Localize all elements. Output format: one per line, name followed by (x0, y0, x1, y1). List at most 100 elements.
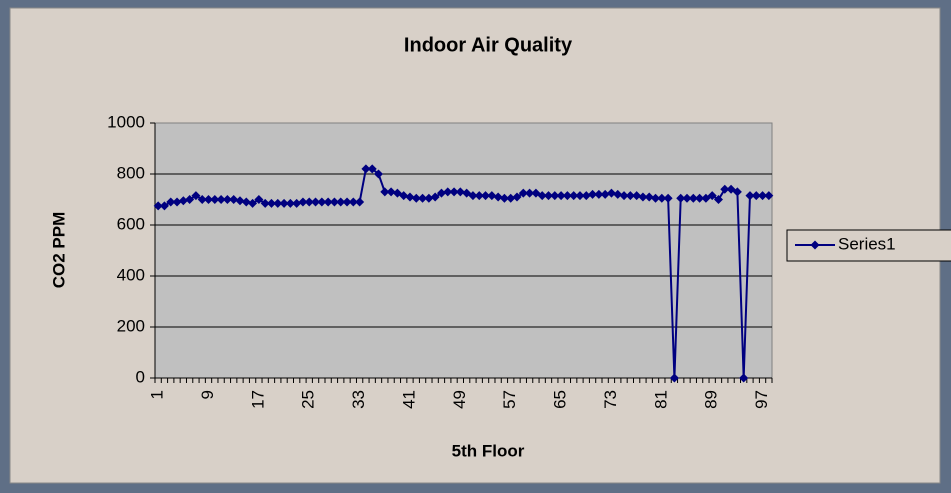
x-tick-label: 89 (702, 390, 721, 409)
data-point (222, 195, 232, 204)
data-point (669, 373, 679, 383)
data-point (732, 187, 742, 197)
data-point (374, 169, 384, 179)
data-point (178, 196, 188, 206)
data-point (493, 192, 503, 202)
data-point (713, 195, 723, 204)
data-point (241, 197, 251, 207)
data-point (474, 191, 484, 201)
data-point (468, 191, 478, 201)
data-point (260, 198, 270, 208)
data-point (418, 193, 428, 203)
x-tick-label: 25 (299, 390, 318, 409)
data-point (329, 197, 339, 207)
data-point (556, 191, 566, 201)
data-point (204, 195, 214, 204)
data-point (455, 187, 465, 197)
data-point (625, 191, 635, 201)
data-point (512, 192, 522, 202)
data-point (285, 198, 295, 208)
data-point (663, 193, 673, 203)
data-point (361, 164, 371, 174)
data-point (707, 191, 717, 201)
data-point (537, 191, 547, 201)
data-point (481, 191, 491, 201)
data-point (317, 197, 327, 207)
data-point (613, 189, 623, 199)
data-point (562, 191, 572, 201)
data-point (159, 201, 169, 211)
data-point (229, 195, 239, 204)
data-point (304, 197, 314, 207)
data-point (254, 195, 264, 204)
data-point (443, 187, 453, 197)
data-point (644, 192, 654, 202)
data-point (632, 191, 642, 201)
data-point (651, 193, 661, 203)
data-point (499, 193, 509, 203)
data-point (745, 191, 755, 201)
data-point (506, 193, 516, 203)
data-point (292, 198, 302, 208)
x-axis-label: 5th Floor (452, 441, 525, 460)
y-tick-label: 400 (117, 265, 145, 284)
data-point (172, 197, 182, 207)
data-point (153, 201, 163, 211)
x-tick-label: 49 (450, 390, 469, 409)
data-point (430, 192, 440, 202)
data-point (449, 187, 459, 197)
x-tick-label: 57 (500, 390, 519, 409)
x-tick-label: 41 (399, 390, 418, 409)
data-point (197, 195, 207, 204)
data-point (386, 187, 396, 197)
data-point (191, 191, 201, 201)
data-point (619, 191, 629, 201)
data-point (311, 197, 321, 207)
data-point (720, 184, 730, 194)
data-point (348, 197, 358, 207)
data-point (758, 191, 768, 201)
data-point (581, 191, 591, 201)
data-point (739, 373, 749, 383)
data-point (518, 188, 528, 198)
data-point (399, 191, 409, 201)
data-point (298, 197, 308, 207)
legend-marker (810, 240, 820, 250)
data-point (695, 193, 705, 203)
data-point (588, 189, 598, 199)
data-point (342, 197, 352, 207)
data-point (606, 188, 616, 198)
x-tick-label: 97 (752, 390, 771, 409)
data-point (166, 197, 176, 207)
data-point (543, 191, 553, 201)
data-point (235, 196, 245, 206)
data-point (266, 198, 276, 208)
data-point (355, 197, 365, 207)
data-point (216, 195, 226, 204)
x-tick-label: 81 (651, 390, 670, 409)
x-tick-label: 65 (551, 390, 570, 409)
x-tick-label: 9 (198, 390, 217, 399)
y-tick-label: 800 (117, 163, 145, 182)
y-tick-label: 600 (117, 214, 145, 233)
y-axis-label: CO2 PPM (49, 212, 68, 289)
x-tick-label: 33 (349, 390, 368, 409)
chart-title: Indoor Air Quality (404, 34, 573, 56)
data-point (525, 188, 535, 198)
y-tick-label: 200 (117, 316, 145, 335)
x-tick-label: 17 (248, 390, 267, 409)
data-point (436, 188, 446, 198)
data-point (657, 193, 667, 203)
data-point (688, 193, 698, 203)
data-point (336, 197, 346, 207)
data-point (279, 198, 289, 208)
data-point (380, 187, 390, 197)
data-point (600, 189, 610, 199)
data-point (210, 195, 220, 204)
x-tick-label: 73 (601, 390, 620, 409)
data-point (550, 191, 560, 201)
data-point (575, 191, 585, 201)
data-point (682, 193, 692, 203)
